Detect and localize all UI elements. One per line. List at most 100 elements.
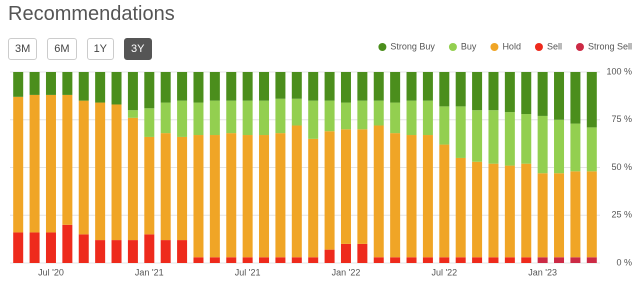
bar-segment [45, 94, 56, 233]
bar-segment [324, 249, 335, 263]
bar-segment [127, 110, 138, 118]
bar-segment [275, 98, 286, 134]
bar-segment [422, 100, 433, 136]
bar-segment [209, 135, 220, 258]
x-tick-label: Jul '21 [235, 267, 261, 277]
bar-segment [45, 72, 56, 95]
bar-segment [127, 72, 138, 111]
bar-segment [504, 165, 515, 258]
y-tick-label: 0 % [616, 257, 632, 267]
x-tick-label: Jan '23 [528, 267, 557, 277]
bar-segment [144, 108, 155, 137]
bar-segment [488, 110, 499, 164]
bar-segment [537, 115, 548, 174]
bar-segment [95, 102, 106, 241]
x-tick-label: Jul '22 [431, 267, 457, 277]
bar-segment [439, 144, 450, 258]
bar-segment [324, 131, 335, 250]
bar-segment [390, 72, 401, 103]
bar-segment [357, 243, 368, 263]
bar-segment [472, 161, 483, 258]
bar-segment [177, 100, 188, 137]
bar-segment [455, 72, 466, 107]
bar-segment [390, 102, 401, 134]
bar-segment [177, 136, 188, 241]
bar-segment [439, 106, 450, 145]
bar-segment [95, 72, 106, 103]
bar-segment [144, 136, 155, 235]
bar-segment [242, 72, 253, 101]
bar-segment [324, 100, 335, 132]
bar-segment [521, 163, 532, 258]
bar-segment [521, 72, 532, 115]
bar-segment [586, 257, 597, 263]
bar-segment [521, 257, 532, 263]
legend-marker [448, 43, 457, 51]
bar-segment [472, 110, 483, 162]
x-tick-label: Jul '20 [38, 267, 64, 277]
y-tick-label: 100 % [606, 66, 632, 76]
bar-segment [488, 72, 499, 111]
legend-label: Sell [547, 41, 562, 51]
bar-segment [144, 234, 155, 263]
bar-segment [160, 240, 171, 263]
bar-segment [537, 173, 548, 258]
bar-segment [504, 257, 515, 263]
bar-segment [226, 133, 237, 258]
bar-segment [291, 72, 302, 99]
bar-segment [62, 72, 73, 95]
legend-marker [378, 43, 387, 51]
bar-segment [111, 72, 122, 105]
bar-segment [570, 257, 581, 263]
bar-segment [554, 257, 565, 263]
bar-segment [259, 257, 270, 263]
x-tick-label: Jan '22 [332, 267, 361, 277]
bar-segment [586, 171, 597, 258]
bar-segment [209, 100, 220, 136]
bar-segment [488, 163, 499, 258]
bar-segment [340, 72, 351, 103]
bar-segment [570, 171, 581, 258]
bar-segment [275, 257, 286, 263]
bar-segment [177, 240, 188, 263]
bar-segment [537, 257, 548, 263]
bar-segment [13, 232, 24, 263]
bar-segment [422, 135, 433, 258]
bar-segment [373, 100, 384, 126]
bar-segment [586, 72, 597, 128]
bar-segment [193, 72, 204, 103]
bar-segment [226, 257, 237, 263]
bar-segment [242, 100, 253, 136]
bar-segment [373, 257, 384, 263]
bar-segment [78, 234, 89, 263]
range-button[interactable]: 3M [8, 38, 38, 60]
range-button[interactable]: 3Y [124, 38, 152, 60]
bar-segment [226, 100, 237, 134]
bar-segment [209, 72, 220, 101]
y-tick-label: 25 % [611, 210, 632, 220]
bar-segment [357, 72, 368, 101]
bar-segment [439, 72, 450, 107]
bar-segment [209, 257, 220, 263]
bar-segment [537, 72, 548, 116]
bar-segment [340, 129, 351, 244]
bar-segment [78, 100, 89, 235]
bar-segment [554, 119, 565, 174]
bar-segment [78, 72, 89, 101]
bar-segment [62, 224, 73, 263]
bar-segment [127, 117, 138, 241]
y-tick-label: 50 % [611, 162, 632, 172]
range-button[interactable]: 6M [47, 38, 77, 60]
bar-segment [406, 135, 417, 258]
bar-segment [357, 129, 368, 244]
bar-segment [308, 257, 319, 263]
bar-segment [504, 112, 515, 166]
bar-segment [439, 257, 450, 263]
bar-segment [406, 100, 417, 136]
bar-segment [455, 157, 466, 258]
bar-segment [390, 133, 401, 258]
bar-segment [29, 72, 40, 95]
range-button[interactable]: 1Y [86, 38, 115, 60]
bar-segment [111, 104, 122, 241]
bar-segment [570, 72, 581, 124]
